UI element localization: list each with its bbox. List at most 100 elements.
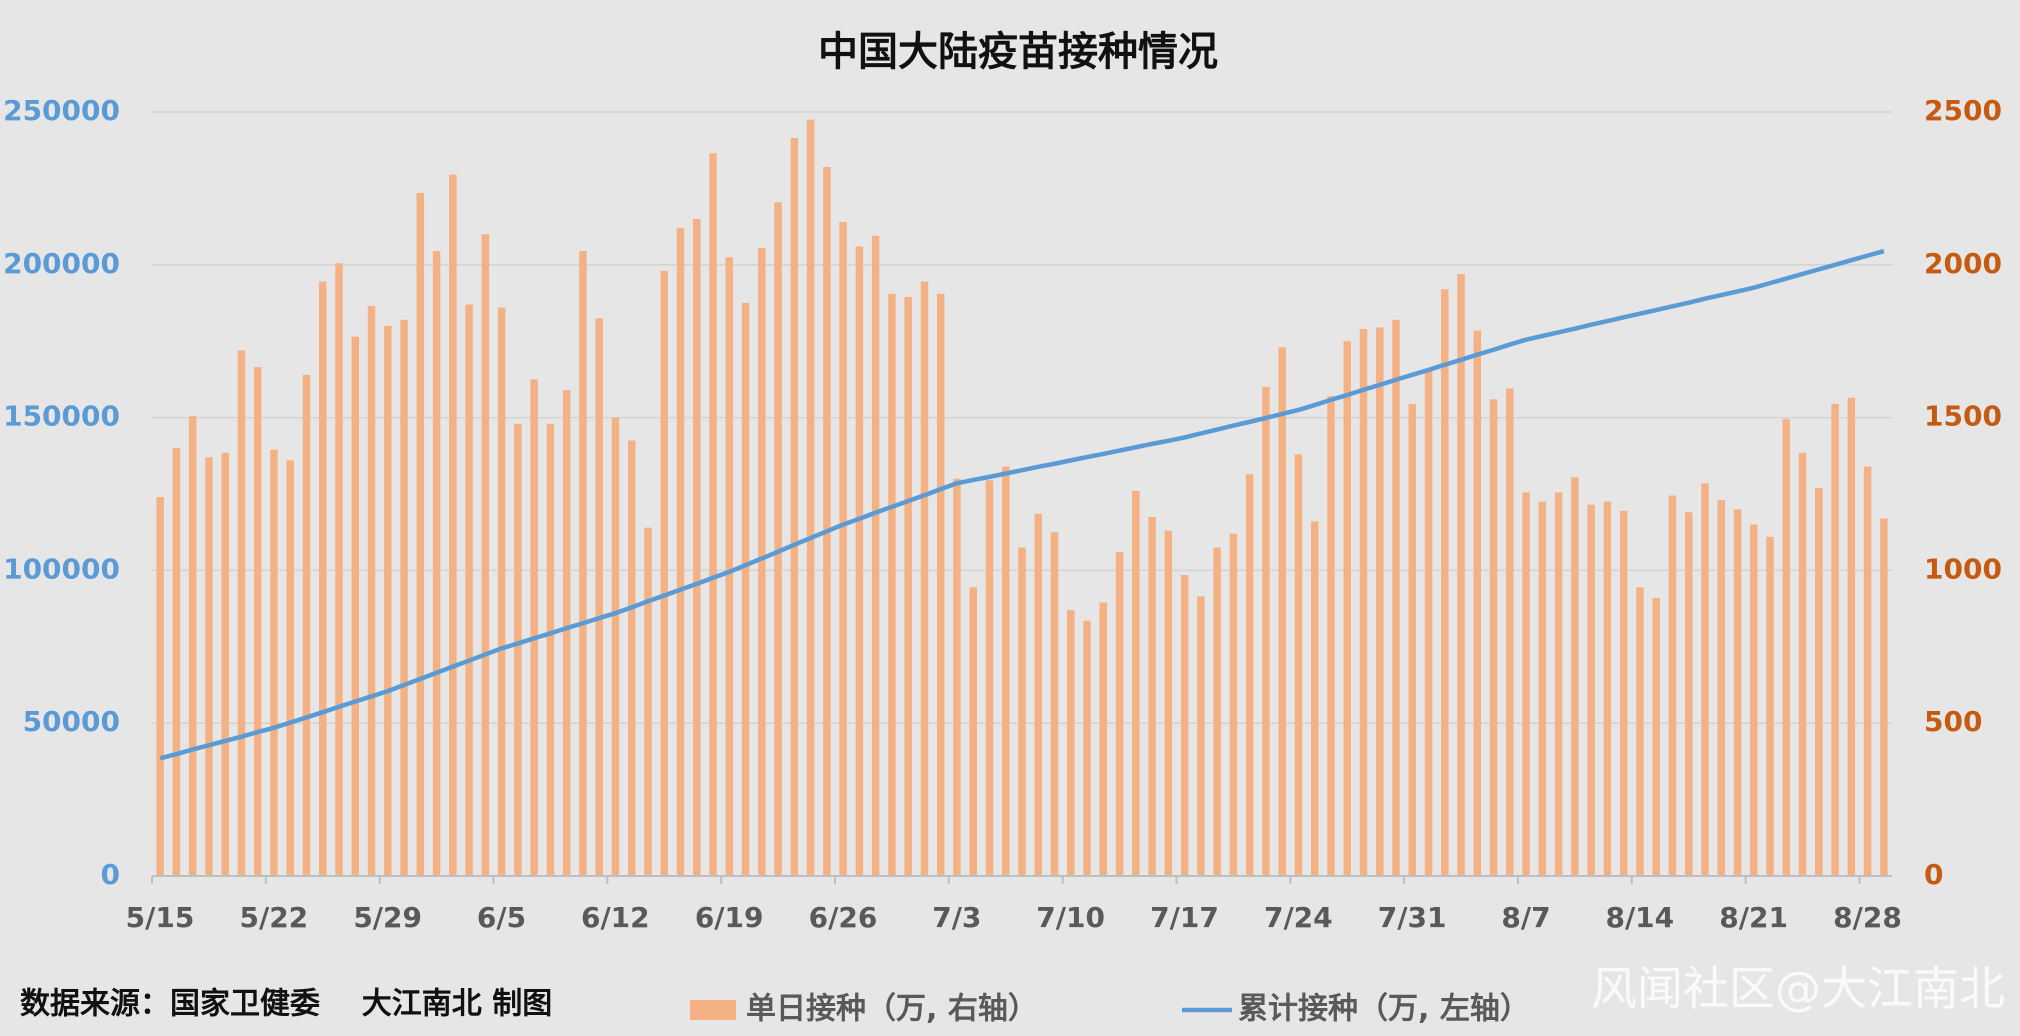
bar	[627, 440, 636, 876]
bar	[1229, 533, 1238, 876]
chart-title: 中国大陆疫苗接种情况	[818, 29, 1218, 75]
bar	[449, 174, 457, 876]
x-tick-label: 8/14	[1605, 901, 1674, 934]
x-tick-label: 5/22	[239, 901, 308, 934]
y-tick-label: 100000	[3, 552, 120, 585]
x-tick-label: 8/21	[1719, 901, 1788, 934]
bar	[1538, 501, 1547, 876]
bar	[969, 587, 977, 876]
bar	[888, 293, 896, 876]
y-tick-label: 50000	[23, 705, 120, 738]
bar	[644, 527, 652, 876]
bar	[904, 296, 912, 876]
bar	[1034, 513, 1043, 876]
x-tick-label: 7/10	[1036, 901, 1105, 934]
bar	[237, 350, 246, 876]
y-tick-label: 0	[101, 858, 120, 891]
bar	[1831, 403, 1839, 876]
bar	[660, 270, 668, 876]
bar	[1294, 454, 1303, 876]
x-tick-label: 5/15	[126, 901, 195, 934]
bar	[1554, 492, 1563, 876]
bar	[1717, 500, 1725, 876]
bar	[1327, 396, 1335, 876]
bar	[1083, 620, 1091, 876]
bar	[1148, 516, 1156, 876]
bar	[758, 247, 766, 876]
bar	[1619, 510, 1628, 876]
y2-tick-label: 2500	[1924, 94, 2002, 127]
bar	[1424, 368, 1433, 876]
bar	[920, 281, 929, 876]
bar	[172, 448, 181, 876]
bar	[1489, 399, 1498, 876]
bar	[481, 234, 490, 877]
bar	[546, 423, 555, 876]
bar	[1310, 521, 1319, 876]
y2-tick-label: 0	[1924, 858, 1943, 891]
y2-tick-label: 1000	[1924, 552, 2002, 585]
bar	[530, 379, 538, 876]
x-tick-label: 6/26	[809, 901, 878, 934]
x-tick-label: 6/12	[581, 901, 650, 934]
bar	[676, 228, 685, 877]
bar	[806, 119, 815, 876]
bar	[319, 281, 327, 876]
bar	[188, 416, 197, 876]
bar	[839, 222, 847, 877]
bar	[611, 417, 620, 876]
bar	[1018, 547, 1026, 876]
bar	[1457, 273, 1465, 876]
legend-label: 单日接种（万, 右轴）	[746, 992, 1038, 1027]
bar	[1099, 602, 1108, 876]
bar	[1376, 327, 1384, 876]
bar	[335, 263, 343, 877]
bar	[270, 449, 278, 876]
bar	[1766, 536, 1774, 876]
bar	[1603, 501, 1612, 876]
bar	[1750, 524, 1758, 876]
bar	[1571, 477, 1579, 876]
bar	[1863, 466, 1872, 876]
x-tick-label: 7/17	[1150, 901, 1219, 934]
bar	[156, 497, 164, 876]
bar	[384, 325, 392, 876]
bar	[823, 167, 831, 876]
bar	[1815, 487, 1823, 876]
legend-swatch	[690, 1000, 736, 1020]
bar	[286, 460, 294, 876]
bar	[790, 137, 799, 876]
bar	[1359, 328, 1368, 876]
bar	[595, 318, 603, 876]
bar	[1441, 289, 1449, 876]
bar	[855, 246, 864, 877]
bar	[465, 304, 473, 876]
y2-tick-label: 2000	[1924, 247, 2002, 280]
bar	[953, 478, 961, 876]
bar	[1522, 492, 1530, 876]
bar	[1408, 403, 1417, 876]
y-tick-label: 250000	[3, 94, 120, 127]
bar	[205, 457, 213, 876]
legend-label: 累计接种（万, 左轴）	[1238, 992, 1530, 1027]
x-tick-label: 7/24	[1264, 901, 1333, 934]
x-tick-label: 5/29	[353, 901, 422, 934]
bar	[1587, 504, 1595, 876]
bar	[1506, 388, 1514, 876]
bar	[1067, 610, 1075, 876]
y2-tick-label: 500	[1924, 705, 1982, 738]
bar	[497, 307, 506, 877]
bar	[1733, 509, 1742, 876]
bar	[579, 251, 587, 877]
bar	[1164, 530, 1173, 876]
bar	[1880, 518, 1888, 876]
x-tick-label: 8/7	[1501, 901, 1550, 934]
x-tick-label: 7/3	[932, 901, 981, 934]
x-tick-label: 8/28	[1833, 901, 1902, 934]
bar	[1180, 574, 1189, 876]
y-tick-label: 150000	[3, 400, 120, 433]
bar	[1392, 319, 1400, 877]
y-tick-label: 200000	[3, 247, 120, 280]
